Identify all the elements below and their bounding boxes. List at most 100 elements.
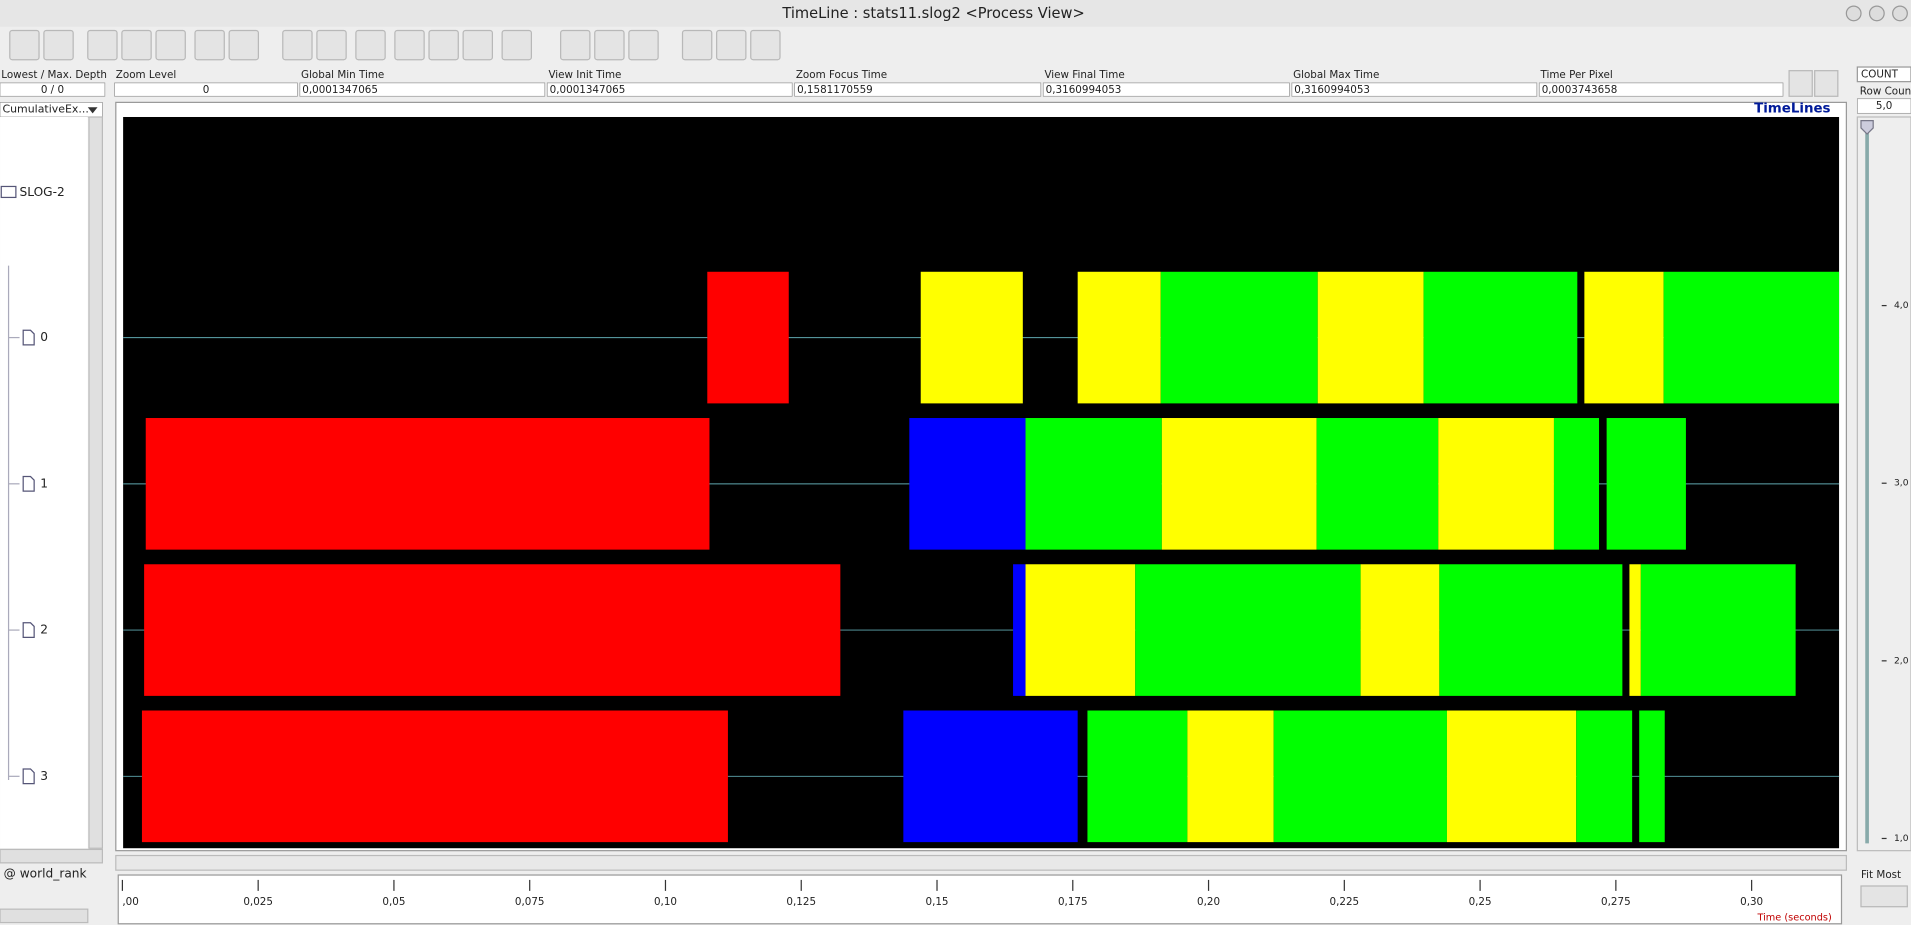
state-bar[interactable] (1160, 271, 1318, 404)
state-bar[interactable] (1077, 271, 1161, 404)
field-box[interactable] (114, 82, 298, 97)
slider-thumb[interactable] (1860, 120, 1874, 135)
toolbar-button[interactable] (355, 29, 386, 61)
search-button[interactable] (1788, 70, 1813, 97)
window-controls[interactable] (1845, 5, 1908, 22)
state-bar[interactable] (707, 271, 789, 404)
zoom-buttons[interactable] (1860, 885, 1908, 908)
state-bar[interactable] (1187, 710, 1274, 843)
field-label: View Init Time (548, 69, 621, 81)
state-bar[interactable] (1438, 418, 1554, 550)
tree-footer: @ world_rank (4, 866, 88, 880)
state-bar[interactable] (1640, 564, 1796, 696)
toolbar-button[interactable] (282, 29, 313, 61)
field-value: 0,1581170559 (797, 84, 873, 96)
hand-button[interactable] (1814, 70, 1839, 97)
toolbar-button[interactable] (87, 29, 118, 61)
close[interactable] (1892, 5, 1908, 22)
toolbar-button[interactable] (501, 29, 532, 61)
state-bar[interactable] (903, 710, 1078, 843)
state-bar[interactable] (1161, 418, 1317, 550)
field-box[interactable] (1291, 82, 1538, 97)
count-label: Row Coun (1860, 85, 1911, 97)
field-label: Lowest / Max. Depth (1, 69, 107, 81)
field-box[interactable] (0, 82, 106, 97)
tree-node: 0 (40, 330, 48, 344)
x-tick-label: 0,275 (1601, 896, 1631, 908)
state-bar[interactable] (1135, 564, 1361, 696)
fit-button[interactable]: Fit Most (1861, 869, 1901, 881)
state-bar[interactable] (1013, 564, 1026, 696)
field-label: Zoom Focus Time (796, 69, 887, 81)
state-bar[interactable] (1273, 710, 1447, 843)
toolbar-button[interactable] (716, 29, 747, 61)
state-bar[interactable] (1360, 564, 1440, 696)
dropdown-arrow (87, 107, 98, 114)
state-bar[interactable] (1317, 271, 1424, 404)
state-bar[interactable] (144, 564, 841, 696)
toolbar-button[interactable] (194, 29, 225, 61)
toolbar-button[interactable] (628, 29, 659, 61)
state-bar[interactable] (1025, 564, 1136, 696)
toolbar-button[interactable] (681, 29, 713, 61)
toolbar-button[interactable] (560, 29, 591, 61)
state-bar[interactable] (1439, 564, 1623, 696)
horizontal-scrollbar[interactable] (0, 848, 104, 864)
state-bar[interactable] (1663, 271, 1840, 404)
x-tick-label: 0,175 (1058, 896, 1088, 908)
tree-node: 1 (40, 476, 48, 490)
state-bar[interactable] (1446, 710, 1577, 843)
state-bar[interactable] (1606, 418, 1686, 550)
field-box[interactable] (794, 82, 1042, 97)
field-label: View Final Time (1044, 69, 1124, 81)
state-bar[interactable] (1087, 710, 1188, 843)
state-bar[interactable] (1316, 418, 1439, 550)
state-bar[interactable] (145, 418, 710, 550)
x-tick-label: 0,25 (1469, 896, 1492, 908)
state-bar[interactable] (920, 271, 1023, 404)
state-bar[interactable] (909, 418, 1026, 550)
toolbar-button[interactable] (394, 29, 425, 61)
state-bar[interactable] (1025, 418, 1162, 550)
state-bar[interactable] (1576, 710, 1633, 843)
tree-node: 3 (40, 769, 48, 783)
timeline-scrollbar[interactable] (115, 854, 1847, 871)
footer-scrollbar[interactable] (0, 908, 89, 924)
state-bar[interactable] (1423, 271, 1578, 404)
axis-panel (117, 874, 1843, 925)
toolbar-button[interactable] (462, 29, 493, 61)
tree-node: 2 (40, 623, 48, 637)
toolbar-button[interactable] (750, 29, 781, 61)
field-box[interactable] (299, 82, 546, 97)
time-axis: ,00 0,025 0,05 0,075 0,10 0,125 0,15 0,175 0,20 0… (121, 879, 1763, 908)
field-value: 0,0001347065 (550, 84, 626, 96)
toolbar-button[interactable] (9, 29, 40, 61)
toolbar (9, 29, 781, 61)
toolbar-button[interactable] (428, 29, 459, 61)
toolbar-button[interactable] (316, 29, 347, 61)
field-box[interactable] (1538, 82, 1784, 97)
state-bar[interactable] (1553, 418, 1600, 550)
field-label: Time Per Pixel (1539, 69, 1612, 81)
minimize[interactable] (1845, 5, 1862, 22)
field-box[interactable] (546, 82, 793, 97)
maximize[interactable] (1868, 5, 1885, 22)
field-box[interactable] (1042, 82, 1290, 97)
toolbar-button[interactable] (594, 29, 625, 61)
state-bar[interactable] (1639, 710, 1665, 843)
toolbar-button[interactable] (155, 29, 186, 61)
field-label: Global Min Time (301, 69, 384, 81)
vertical-scrollbar[interactable] (88, 116, 104, 849)
count-header-text: COUNT (1861, 68, 1899, 80)
dropdown-text: CumulativeEx... (2, 103, 88, 116)
state-bar[interactable] (141, 710, 728, 843)
state-bar[interactable] (1629, 564, 1641, 696)
field-value: 0,0003743658 (1542, 84, 1618, 96)
axis-label: Time (seconds) (1756, 913, 1831, 924)
field-value: 0,3160994053 (1294, 84, 1370, 96)
state-bar[interactable] (1584, 271, 1664, 404)
toolbar-button[interactable] (121, 29, 152, 61)
toolbar-button[interactable] (228, 29, 260, 61)
timeline-bars (123, 271, 1840, 843)
toolbar-button[interactable] (43, 29, 74, 61)
